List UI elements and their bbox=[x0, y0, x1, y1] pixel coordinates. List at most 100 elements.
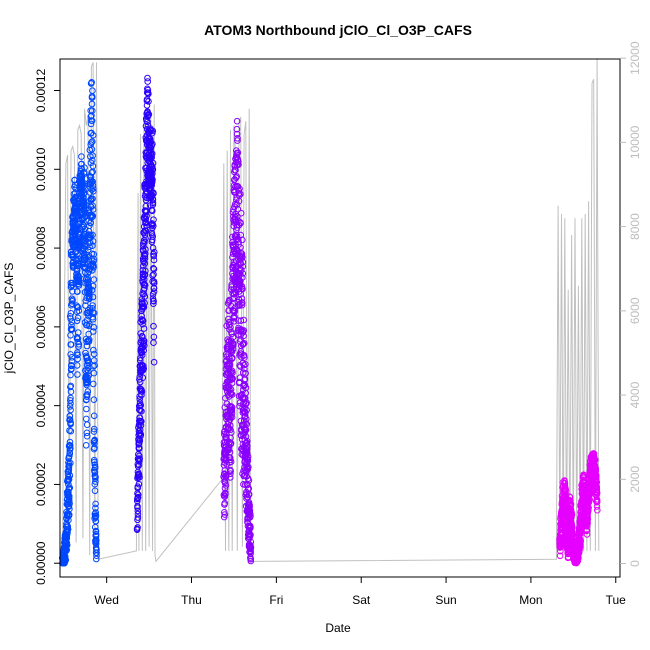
data-point bbox=[81, 265, 89, 272]
data-point bbox=[593, 483, 601, 490]
data-point bbox=[86, 295, 93, 303]
data-point bbox=[233, 125, 241, 133]
y2-tick-label: 8000 bbox=[628, 213, 642, 240]
data-point bbox=[151, 248, 158, 256]
data-point bbox=[149, 166, 157, 173]
data-point bbox=[64, 523, 72, 531]
data-point bbox=[239, 270, 247, 277]
data-point bbox=[227, 474, 234, 481]
data-point bbox=[73, 334, 81, 341]
data-point bbox=[81, 260, 89, 268]
data-point bbox=[91, 469, 99, 476]
data-point bbox=[149, 236, 156, 244]
data-point bbox=[90, 256, 98, 263]
data-point bbox=[245, 477, 253, 484]
data-point bbox=[91, 513, 99, 520]
y2-tick-label: 4000 bbox=[628, 381, 642, 408]
data-point bbox=[139, 344, 147, 351]
data-point bbox=[75, 278, 83, 286]
data-point bbox=[138, 407, 145, 415]
data-point bbox=[90, 346, 97, 354]
data-point bbox=[592, 465, 600, 472]
data-point bbox=[91, 362, 98, 369]
data-point bbox=[145, 111, 153, 118]
data-point bbox=[247, 554, 254, 561]
data-point bbox=[87, 120, 95, 128]
data-point bbox=[230, 318, 238, 325]
data-point bbox=[240, 327, 248, 334]
data-point bbox=[149, 201, 157, 209]
points-layer bbox=[58, 74, 601, 567]
data-point bbox=[135, 445, 143, 453]
data-point bbox=[69, 298, 76, 305]
data-point bbox=[83, 405, 90, 413]
data-point bbox=[222, 454, 230, 462]
data-point bbox=[83, 421, 91, 429]
data-point bbox=[88, 186, 95, 193]
y-tick-label: 0.00002 bbox=[34, 462, 48, 506]
data-point bbox=[83, 432, 91, 440]
data-point bbox=[89, 195, 96, 202]
data-point bbox=[136, 395, 143, 403]
data-point bbox=[67, 400, 74, 407]
data-point bbox=[139, 351, 146, 359]
data-point bbox=[235, 161, 242, 168]
data-point bbox=[221, 493, 229, 501]
data-point bbox=[561, 483, 569, 490]
data-point bbox=[65, 476, 73, 483]
data-point bbox=[84, 274, 91, 281]
data-point bbox=[238, 295, 246, 302]
y-tick-label: 0.00004 bbox=[34, 384, 48, 428]
y-tick-label: 0.00000 bbox=[34, 541, 48, 585]
data-point bbox=[68, 325, 75, 333]
data-point bbox=[74, 304, 82, 311]
data-point bbox=[593, 486, 601, 494]
data-point bbox=[89, 212, 97, 220]
data-point bbox=[142, 246, 149, 253]
plot-frame bbox=[59, 58, 621, 578]
data-point bbox=[228, 413, 236, 421]
data-point bbox=[66, 500, 73, 507]
data-point bbox=[228, 429, 235, 436]
data-point bbox=[242, 361, 249, 368]
data-point bbox=[89, 185, 97, 192]
data-point bbox=[239, 299, 246, 307]
data-point bbox=[233, 232, 241, 239]
data-point bbox=[71, 176, 79, 184]
data-point bbox=[228, 404, 236, 411]
data-point bbox=[75, 282, 83, 289]
data-point bbox=[227, 467, 234, 475]
data-point bbox=[228, 355, 236, 362]
data-point bbox=[229, 342, 237, 349]
data-point bbox=[75, 307, 83, 315]
data-point bbox=[150, 222, 157, 230]
data-point bbox=[227, 413, 234, 420]
data-point bbox=[139, 333, 146, 341]
data-point bbox=[149, 190, 157, 197]
data-point bbox=[89, 206, 97, 213]
data-point bbox=[64, 529, 71, 537]
data-point bbox=[144, 78, 151, 85]
data-point bbox=[149, 176, 156, 183]
data-point bbox=[67, 420, 74, 427]
data-point bbox=[226, 454, 234, 462]
data-point bbox=[566, 493, 574, 501]
data-point bbox=[67, 315, 74, 322]
data-point bbox=[141, 293, 149, 300]
data-point bbox=[243, 399, 250, 407]
data-point bbox=[148, 150, 156, 157]
data-point bbox=[90, 369, 98, 377]
data-point bbox=[67, 366, 75, 373]
data-point bbox=[89, 178, 96, 185]
data-point bbox=[68, 321, 75, 329]
data-point bbox=[584, 519, 591, 527]
data-point bbox=[239, 258, 247, 266]
data-point bbox=[147, 139, 155, 146]
data-point bbox=[238, 301, 246, 309]
data-point bbox=[88, 179, 95, 186]
data-point bbox=[150, 333, 158, 341]
data-point bbox=[136, 437, 144, 444]
data-point bbox=[90, 328, 97, 335]
data-point bbox=[92, 500, 99, 508]
data-point bbox=[140, 303, 148, 311]
